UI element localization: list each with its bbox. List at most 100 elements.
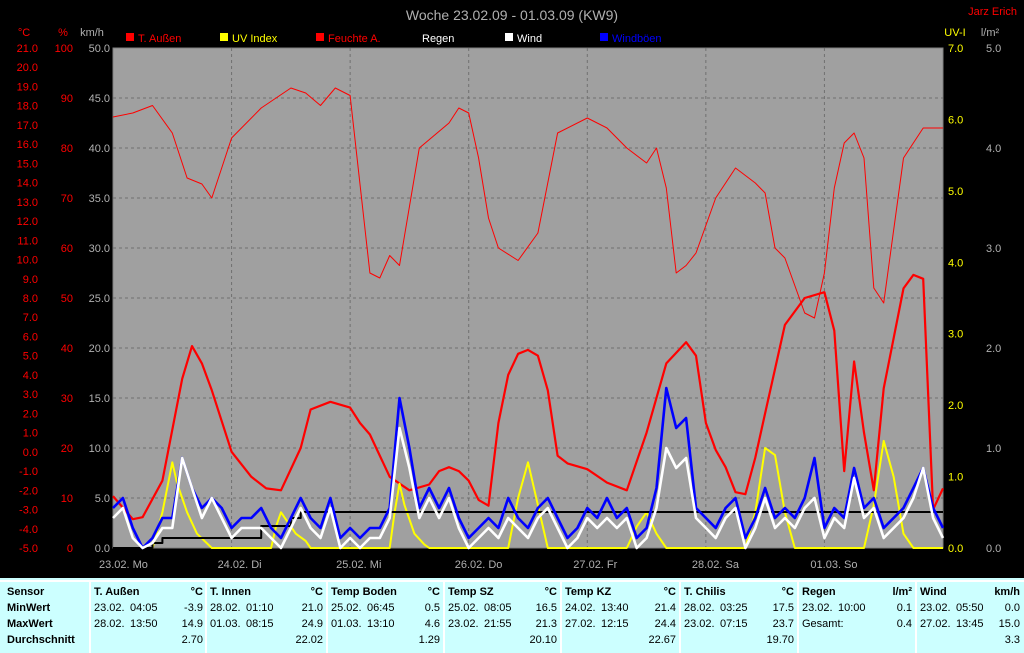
- table-average-value: 3.3: [1005, 634, 1020, 646]
- temp-axis-tick-label: 9.0: [23, 274, 38, 286]
- temp-axis-tick-label: -4.0: [19, 524, 38, 536]
- temp-axis-tick-label: 13.0: [17, 197, 38, 209]
- uv-axis-unit-label: UV-I: [944, 27, 965, 39]
- temp-axis-tick-label: 2.0: [23, 408, 38, 420]
- temp-axis-tick-label: -3.0: [19, 505, 38, 517]
- temp-axis-tick-label: 19.0: [17, 81, 38, 93]
- table-average-value: 19.70: [766, 634, 794, 646]
- table-max-value: 21.3: [536, 618, 557, 630]
- table-max-value: 4.6: [425, 618, 440, 630]
- rain-axis-tick-label: 3.0: [986, 243, 1001, 255]
- table-max-time: 13:50: [130, 618, 158, 630]
- table-max-time: 08:15: [246, 618, 274, 630]
- temp-axis-tick-label: 3.0: [23, 389, 38, 401]
- x-tick-label: 27.02. Fr: [573, 559, 617, 571]
- legend-swatch: [409, 32, 419, 42]
- temp-axis-tick-label: 18.0: [17, 101, 38, 113]
- x-tick-label: 25.02. Mi: [336, 559, 381, 571]
- table-sensor-name: Temp SZ: [448, 586, 494, 598]
- table-min-date: 25.02.: [331, 602, 362, 614]
- table-sensor-unit: °C: [191, 586, 203, 598]
- temp-axis-tick-label: 1.0: [23, 428, 38, 440]
- table-min-date: 24.02.: [565, 602, 596, 614]
- temp-axis-tick-label: 14.0: [17, 178, 38, 190]
- table-sensor-name: Wind: [920, 586, 947, 598]
- wind-axis-tick-label: 40.0: [89, 143, 110, 155]
- temp-axis-tick-label: -1.0: [19, 466, 38, 478]
- x-tick-label: 23.02. Mo: [99, 559, 148, 571]
- table-min-time: 05:50: [956, 602, 984, 614]
- uv-axis-tick-label: 7.0: [948, 43, 963, 55]
- table-average-value: 2.70: [182, 634, 203, 646]
- table-min-date: 23.02.: [94, 602, 125, 614]
- table-min-date: 23.02.: [802, 602, 833, 614]
- table-min-value: 0.5: [425, 602, 440, 614]
- temp-axis-unit-label: °C: [18, 27, 30, 39]
- humidity-axis-tick-label: 70: [61, 193, 73, 205]
- table-sensor-name: Temp Boden: [331, 586, 397, 598]
- table-min-value: -3.9: [184, 602, 203, 614]
- temp-axis-tick-label: 6.0: [23, 331, 38, 343]
- table-max-date: 27.02.: [565, 618, 596, 630]
- table-max-time: 13:45: [956, 618, 984, 630]
- humidity-axis-unit-label: %: [58, 27, 68, 39]
- wind-axis-tick-label: 0.0: [95, 543, 110, 555]
- credit-label: Jarz Erich: [968, 6, 1017, 18]
- table-sensor-unit: °C: [428, 586, 440, 598]
- legend-swatch: [220, 33, 228, 41]
- table-max-value: 15.0: [999, 618, 1020, 630]
- table-max-time: 13:10: [367, 618, 395, 630]
- table-row-label: MaxWert: [7, 618, 53, 630]
- table-min-time: 04:05: [130, 602, 158, 614]
- wind-axis-tick-label: 30.0: [89, 243, 110, 255]
- table-average-value: 20.10: [529, 634, 557, 646]
- humidity-axis-tick-label: 20: [61, 443, 73, 455]
- table-min-time: 08:05: [484, 602, 512, 614]
- legend-swatch: [600, 33, 608, 41]
- table-sensor-unit: km/h: [994, 586, 1020, 598]
- rain-axis-tick-label: 2.0: [986, 343, 1001, 355]
- temp-axis-tick-label: 15.0: [17, 158, 38, 170]
- uv-axis-tick-label: 0.0: [948, 543, 963, 555]
- wind-axis-tick-label: 5.0: [95, 493, 110, 505]
- legend-label: Wind: [517, 33, 542, 45]
- rain-axis-tick-label: 4.0: [986, 143, 1001, 155]
- legend: T. Außen UV Index Feuchte A. Regen Wind Windb…: [126, 32, 662, 45]
- table-min-time: 01:10: [246, 602, 274, 614]
- uv-axis-tick-label: 1.0: [948, 472, 963, 484]
- table-max-time: 21:55: [484, 618, 512, 630]
- table-max-time: 12:15: [601, 618, 629, 630]
- table-row-label: Sensor: [7, 586, 45, 598]
- humidity-axis-tick-label: 50: [61, 293, 73, 305]
- table-min-date: 28.02.: [684, 602, 715, 614]
- table-min-value: 17.5: [773, 602, 794, 614]
- legend-label: UV Index: [232, 33, 278, 45]
- table-max-date: 23.02.: [448, 618, 479, 630]
- temp-axis-tick-label: -5.0: [19, 543, 38, 555]
- table-max-date: 27.02.: [920, 618, 951, 630]
- table-min-time: 03:25: [720, 602, 748, 614]
- table-min-value: 0.0: [1005, 602, 1020, 614]
- temp-axis-tick-label: 20.0: [17, 62, 38, 74]
- uv-axis-tick-label: 4.0: [948, 257, 963, 269]
- chart-title: Woche 23.02.09 - 01.03.09 (KW9): [406, 7, 618, 23]
- temp-axis-tick-label: 11.0: [17, 235, 38, 247]
- wind-axis-tick-label: 45.0: [89, 93, 110, 105]
- table-max-time: Gesamt:: [802, 618, 844, 630]
- humidity-axis-tick-label: 30: [61, 393, 73, 405]
- table-min-date: 23.02.: [920, 602, 951, 614]
- legend-label: Feuchte A.: [328, 33, 381, 45]
- weather-chart: 21.0 20.0 19.0 18.0 17.0 16.0 15.0 14.0 13.0 12.0…: [16, 6, 1017, 571]
- x-tick-label: 26.02. Do: [455, 559, 503, 571]
- table-min-time: 13:40: [601, 602, 629, 614]
- rain-axis-tick-label: 1.0: [986, 443, 1001, 455]
- table-average-value: 1.29: [419, 634, 440, 646]
- table-min-time: 10:00: [838, 602, 866, 614]
- temp-axis-tick-label: 4.0: [23, 370, 38, 382]
- table-sensor-name: T. Außen: [94, 586, 140, 598]
- wind-axis-tick-label: 20.0: [89, 343, 110, 355]
- temp-axis-tick-label: 17.0: [17, 120, 38, 132]
- temp-axis-tick-label: 12.0: [17, 216, 38, 228]
- table-sensor-name: T. Chilis: [684, 586, 726, 598]
- table-max-value: 14.9: [182, 618, 203, 630]
